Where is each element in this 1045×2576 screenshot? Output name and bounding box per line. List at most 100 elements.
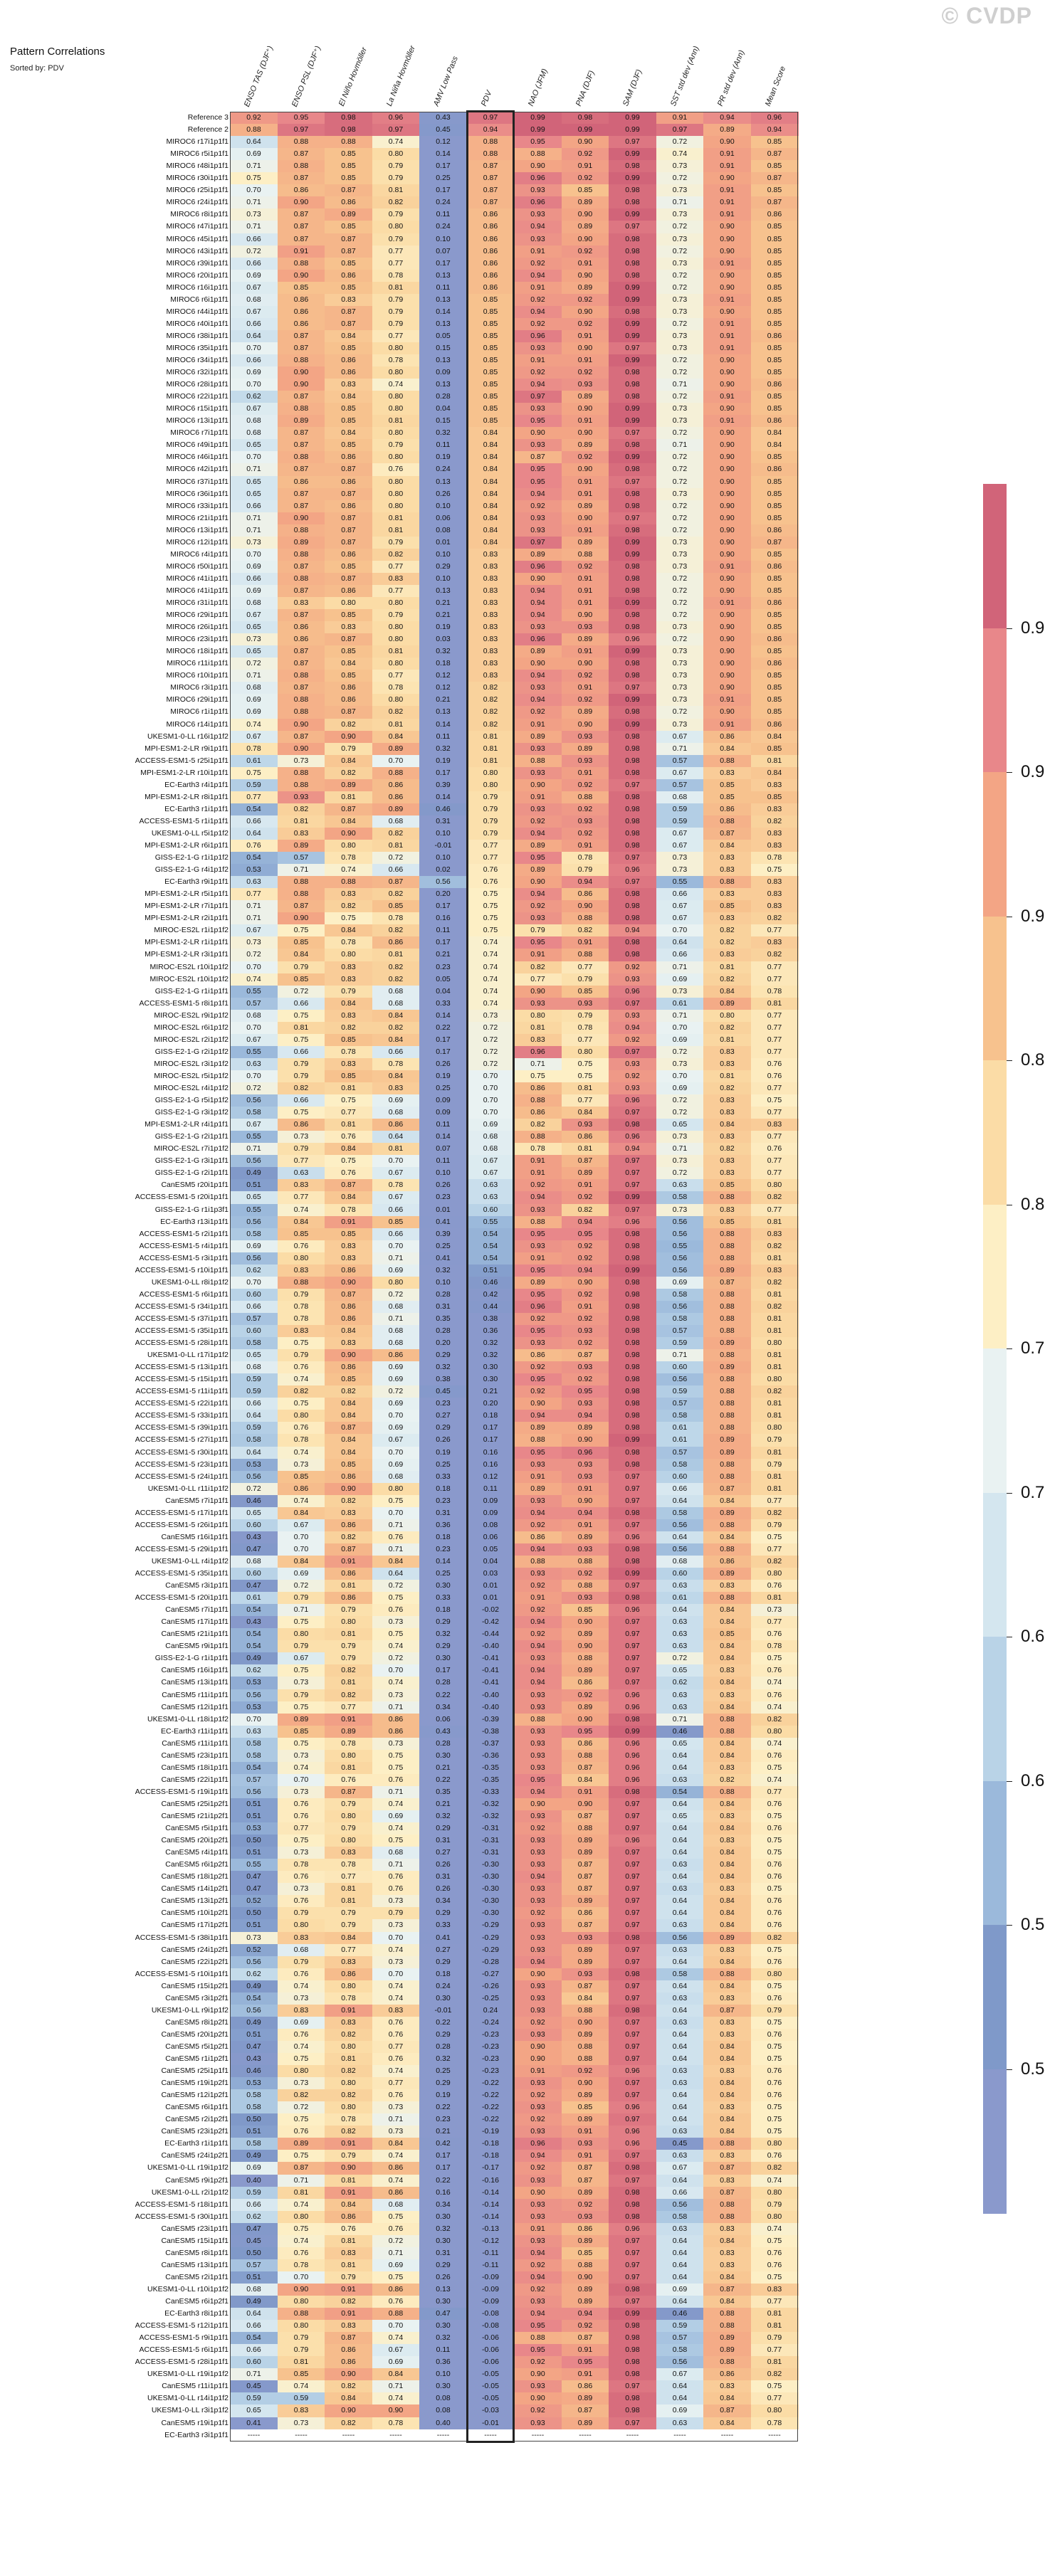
heatmap-cell: 0.79: [372, 439, 420, 452]
heatmap-cell: 0.85: [325, 403, 372, 416]
heatmap-cell: 0.89: [514, 1422, 562, 1435]
heatmap-cell: 0.85: [277, 973, 325, 986]
heatmap-cell: 0.47: [230, 1871, 278, 1884]
heatmap-cell: 0.88: [703, 2210, 751, 2224]
heatmap-cell: 0.98: [609, 658, 656, 670]
heatmap-cell: 0.88: [561, 791, 609, 804]
heatmap-cell: 0.88: [561, 912, 609, 925]
row-label: CanESM5 r20i1p2f1: [161, 2029, 229, 2039]
heatmap-cell: 0.72: [656, 427, 704, 440]
heatmap-cell: 0.89: [561, 2283, 609, 2296]
heatmap-cell: 0.93: [561, 1543, 609, 1556]
heatmap-cell: 0.53: [230, 1822, 278, 1835]
heatmap-cell: 0.73: [372, 1919, 420, 1932]
heatmap-cell: 0.76: [750, 1580, 799, 1593]
heatmap-cell: 0.32: [419, 2222, 467, 2236]
heatmap-cell: 0.91: [514, 245, 562, 258]
heatmap-cell: 0.92: [514, 1312, 562, 1326]
heatmap-cell: 0.43: [419, 1725, 467, 1738]
heatmap-cell: 0.94: [609, 924, 656, 937]
heatmap-cell: 0.75: [372, 1749, 420, 1763]
heatmap-cell: 0.88: [561, 2053, 609, 2066]
heatmap-cell: 0.17: [419, 184, 467, 197]
heatmap-cell: 0.87: [561, 1859, 609, 1872]
heatmap-cell: 0.84: [703, 2113, 751, 2126]
heatmap-cell: 0.56: [419, 876, 467, 889]
heatmap-cell: 0.96: [609, 1215, 656, 1229]
heatmap-cell: 0.78: [277, 1859, 325, 1872]
heatmap-cell: 0.92: [561, 827, 609, 840]
heatmap-cell: 0.57: [230, 2259, 278, 2272]
heatmap-cell: 0.76: [750, 1057, 799, 1071]
heatmap-cell: -0.14: [466, 2186, 515, 2200]
heatmap-cell: 0.72: [656, 1094, 704, 1107]
heatmap-cell: 0.80: [372, 403, 420, 416]
heatmap-cell: 0.74: [372, 1677, 420, 1689]
heatmap-cell: 0.90: [277, 742, 325, 756]
heatmap-cell: 0.81: [325, 2259, 372, 2272]
row-label: MIROC-ES2L r10i1p1f2: [149, 962, 229, 971]
heatmap-cell: 0.06: [466, 1531, 515, 1544]
row-label: MIROC6 r29i1p1f1: [166, 695, 229, 704]
heatmap-cell: 0.79: [372, 317, 420, 331]
heatmap-cell: 0.86: [750, 597, 799, 610]
heatmap-cell: 0.83: [325, 961, 372, 974]
heatmap-cell: 0.91: [514, 1155, 562, 1168]
heatmap-cell: 0.97: [372, 124, 420, 137]
row-label: MPI-ESM1-2-LR r7i1p1f1: [145, 902, 229, 911]
heatmap-cell: 0.98: [609, 1458, 656, 1472]
heatmap-cell: 0.73: [372, 1895, 420, 1908]
heatmap-cell: 0.93: [514, 2174, 562, 2187]
heatmap-cell: 0.97: [609, 1883, 656, 1896]
heatmap-cell: 0.10: [419, 827, 467, 840]
heatmap-cell: 0.54: [466, 1240, 515, 1253]
heatmap-cell: 0.84: [703, 2417, 751, 2430]
heatmap-cell: 0.90: [561, 136, 609, 149]
heatmap-cell: 0.98: [609, 1252, 656, 1265]
heatmap-cell: 0.96: [561, 1446, 609, 1459]
heatmap-cell: 0.89: [561, 633, 609, 646]
heatmap-cell: 0.89: [277, 536, 325, 549]
heatmap-cell: 0.05: [466, 1543, 515, 1556]
heatmap-cell: 0.59: [656, 1385, 704, 1398]
heatmap-cell: 0.18: [419, 1604, 467, 1617]
colorbar-tick-label: 0.95: [1021, 762, 1045, 781]
heatmap-cell: 0.95: [514, 1446, 562, 1459]
heatmap-cell: 0.87: [277, 233, 325, 246]
colorbar-segment: [983, 1637, 1007, 1782]
heatmap-cell: 0.68: [230, 1361, 278, 1374]
heatmap-cell: 0.82: [703, 936, 751, 949]
heatmap-cell: 0.63: [656, 1628, 704, 1641]
heatmap-cell: 0.77: [750, 1203, 799, 1217]
heatmap-cell: 0.87: [703, 1482, 751, 1496]
heatmap-cell: 0.49: [230, 2296, 278, 2308]
row-label: ACCESS-ESM1-5 r2i1p1f1: [139, 1229, 229, 1238]
heatmap-cell: 0.56: [230, 1785, 278, 1799]
heatmap-cell: 0.93: [514, 766, 562, 780]
heatmap-cell: 0.89: [561, 706, 609, 719]
heatmap-cell: 0.89: [561, 1628, 609, 1641]
heatmap-cell: 0.16: [419, 912, 467, 925]
heatmap-cell: 0.90: [703, 221, 751, 233]
heatmap-cell: 0.67: [230, 609, 278, 622]
heatmap-cell: 0.89: [703, 997, 751, 1010]
heatmap-cell: 0.97: [609, 512, 656, 525]
heatmap-cell: 0.26: [419, 1179, 467, 1192]
heatmap-cell: 0.99: [609, 317, 656, 331]
heatmap-cell: 0.18: [419, 1482, 467, 1496]
heatmap-cell: 0.90: [561, 403, 609, 416]
heatmap-cell: 0.41: [230, 2417, 278, 2430]
heatmap-cell: -0.42: [466, 1616, 515, 1629]
heatmap-cell: 0.72: [656, 221, 704, 233]
heatmap-cell: 0.30: [419, 2380, 467, 2393]
heatmap-cell: -0.05: [466, 2368, 515, 2381]
heatmap-cell: 0.97: [609, 1640, 656, 1653]
heatmap-cell: 0.85: [750, 342, 799, 355]
heatmap-cell: 0.74: [230, 973, 278, 986]
heatmap-cell: 0.93: [514, 1895, 562, 1908]
heatmap-cell: 0.98: [609, 840, 656, 852]
heatmap-cell: 0.85: [750, 317, 799, 331]
heatmap-cell: 0.96: [514, 1300, 562, 1314]
heatmap-cell: 0.94: [750, 124, 799, 137]
heatmap-cell: 0.75: [277, 924, 325, 937]
